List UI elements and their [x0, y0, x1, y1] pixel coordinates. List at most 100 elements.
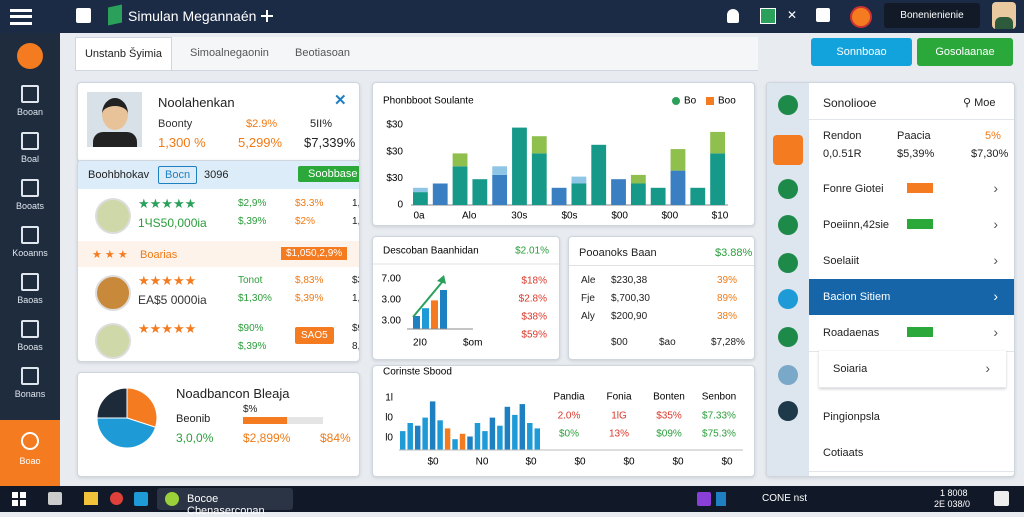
- item-label[interactable]: Cotiaats: [823, 447, 864, 459]
- panel-icon[interactable]: [778, 253, 798, 273]
- bar: [630, 174, 646, 184]
- panel-icon[interactable]: [778, 365, 798, 385]
- avatar: [87, 92, 142, 147]
- pie-slice: [126, 387, 158, 428]
- cell: 1,30%: [352, 198, 360, 209]
- sidebar-item[interactable]: Booas: [0, 320, 60, 352]
- taskbar-icon[interactable]: [48, 492, 62, 505]
- start-button[interactable]: [12, 492, 26, 506]
- cell: 13%: [609, 429, 629, 440]
- bar: [591, 144, 607, 205]
- taskbar-icon[interactable]: [134, 492, 148, 506]
- stat: $84%: [320, 431, 351, 445]
- list-item[interactable]: Cotiaats: [809, 435, 1014, 472]
- list-item[interactable]: Soiaria ›: [819, 351, 1006, 388]
- sidebar-label: Boao: [19, 456, 41, 466]
- panel-icon[interactable]: [778, 95, 798, 115]
- list-item[interactable]: Poeiinn,42sie ›: [809, 207, 1014, 244]
- list-item[interactable]: Pingionpsla: [809, 399, 1014, 436]
- tab[interactable]: Beotiasoan: [295, 47, 351, 59]
- notification-center[interactable]: [994, 491, 1009, 506]
- taskbar-app[interactable]: Bocoe Cbenaserconan: [157, 488, 293, 517]
- sidebar-item[interactable]: Baoas: [0, 273, 60, 305]
- tab-active[interactable]: Unstanb Šyimia: [75, 37, 172, 70]
- cell: $,39%: [238, 216, 267, 227]
- taskbar-icon[interactable]: [110, 492, 123, 505]
- avatar: [95, 198, 131, 234]
- cell: $,39%: [295, 293, 324, 304]
- panel-icon[interactable]: [778, 215, 798, 235]
- item-label[interactable]: Soelaiit: [823, 255, 860, 267]
- panel-icon[interactable]: [778, 401, 798, 421]
- sidebar-label: Booan: [16, 107, 44, 117]
- sidebar-icon: [21, 367, 39, 385]
- status-bar: [907, 327, 933, 337]
- icon[interactable]: [76, 8, 91, 23]
- avatar[interactable]: [992, 2, 1016, 29]
- tray-icon[interactable]: [716, 492, 726, 506]
- cell: $2,9%: [238, 198, 267, 209]
- cell: $200,90: [611, 311, 648, 322]
- list-item[interactable]: Roadaenas ›: [809, 315, 1014, 352]
- primary-button[interactable]: Sonnboao: [811, 38, 912, 66]
- pie-slice: [96, 387, 128, 419]
- user-icon[interactable]: [727, 9, 739, 23]
- y-tick-label: 1l: [385, 393, 393, 404]
- more-link[interactable]: ⚲ Moe: [963, 97, 996, 109]
- sidebar-label: Boal: [20, 154, 39, 164]
- chevron[interactable]: ›: [993, 180, 998, 196]
- item-label[interactable]: Fonre Giotei: [823, 183, 884, 195]
- notification-icon[interactable]: [850, 6, 872, 28]
- cell: $,83%: [295, 275, 324, 286]
- chevron[interactable]: ›: [993, 216, 998, 232]
- icon[interactable]: [760, 8, 776, 24]
- icon[interactable]: ✕: [787, 8, 798, 22]
- taskbar-icon[interactable]: [84, 492, 98, 505]
- item-label[interactable]: Poeiinn,42sie: [823, 219, 890, 231]
- sidebar-item[interactable]: Boal: [0, 132, 60, 164]
- chevron[interactable]: ›: [993, 288, 998, 304]
- sidebar-item[interactable]: Bonans: [0, 367, 60, 399]
- filter-button[interactable]: Bocn: [158, 166, 198, 184]
- item-label[interactable]: Soiaria: [833, 363, 868, 375]
- list-item[interactable]: Bacion Sitiem ›: [809, 279, 1014, 316]
- panel-icon[interactable]: [778, 327, 798, 347]
- chevron[interactable]: ›: [985, 360, 990, 376]
- success-button[interactable]: Gosolaanae: [917, 38, 1013, 66]
- item-label[interactable]: Roadaenas: [823, 327, 880, 339]
- menu-button[interactable]: [10, 9, 32, 25]
- sidebar-item[interactable]: Kooanns: [0, 226, 60, 258]
- panel-icon[interactable]: [778, 179, 798, 199]
- sidebar-item[interactable]: Booan: [0, 85, 60, 117]
- app-label[interactable]: Bocoe Cbenaserconan: [187, 493, 265, 517]
- sidebar-active-item[interactable]: Boao: [0, 420, 60, 486]
- item-label[interactable]: Bacion Sitiem: [823, 291, 891, 303]
- cart-icon[interactable]: [816, 8, 830, 22]
- x-tick-label: $10: [712, 211, 729, 222]
- action-button[interactable]: Soobbase: [298, 166, 359, 182]
- cell: 1lG: [611, 411, 627, 422]
- account-button[interactable]: Bonenienienie: [884, 3, 980, 28]
- stat: 1,300 %: [158, 135, 206, 150]
- list-item[interactable]: Fonre Giotei ›: [809, 171, 1014, 208]
- arrow-head: [437, 275, 446, 284]
- more-label[interactable]: Moe: [974, 97, 996, 109]
- add-button[interactable]: [260, 9, 274, 23]
- item-label[interactable]: Pingionpsla: [823, 411, 880, 423]
- close-button[interactable]: ✕: [334, 92, 347, 109]
- tray-icon[interactable]: [697, 492, 711, 506]
- row-name: EA$5 0000ia: [138, 293, 207, 307]
- chevron[interactable]: ›: [993, 324, 998, 340]
- panel-icon[interactable]: [773, 135, 803, 165]
- bar: [407, 423, 413, 450]
- tab[interactable]: Simoalnegaonin: [190, 47, 269, 59]
- value: $5,39%: [897, 148, 935, 160]
- panel-title: Sonoliooe: [823, 96, 877, 110]
- panel-icon[interactable]: [778, 289, 798, 309]
- bar: [413, 187, 428, 193]
- list-item[interactable]: Soelaiit ›: [809, 243, 1014, 280]
- sidebar-item[interactable]: Booats: [0, 179, 60, 211]
- chevron[interactable]: ›: [993, 252, 998, 268]
- x-tick-label: $0: [525, 457, 537, 468]
- x-tick-label: $00: [661, 211, 678, 222]
